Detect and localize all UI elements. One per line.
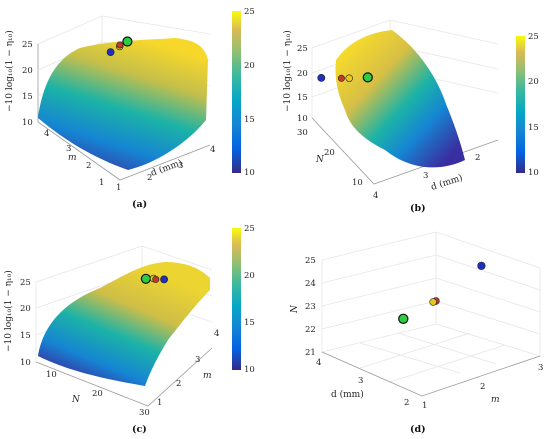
c-marker-blue [160,275,168,284]
a-ylabel: m [68,153,77,163]
a-marker-green [122,36,133,47]
b-ztick-10: 10 [297,114,308,124]
d-ytick-2: 2 [404,398,409,408]
a-zlabel: −10 log₁₀(1 − η₁₀) [4,30,15,112]
c-ytick-3: 3 [195,355,200,365]
b-xtick-3: 3 [423,171,428,181]
a-cbar-10: 10 [244,168,255,178]
a-xtick-2: 2 [147,173,152,183]
d-ztick-24: 24 [305,279,316,289]
c-xtick-30: 30 [139,408,150,418]
b-colorbar [516,36,525,173]
d-xtick-1: 1 [422,401,427,411]
d-xtick-2: 2 [480,382,485,392]
c-marker-red [152,275,160,283]
c-cbar-25: 25 [244,224,255,234]
a-ztick-20: 20 [22,66,33,76]
b-ytick-30-vis: 30 [297,128,308,138]
a-caption: (a) [132,199,147,210]
b-xtick-2: 2 [475,153,480,163]
a-xlabel: d (mm) [149,157,184,179]
a-ztick-15: 15 [22,92,33,102]
a-marker-red [116,41,124,49]
a-xtick-4: 4 [210,145,215,155]
b-marker-yellow [345,74,353,82]
b-cbar-15: 15 [528,123,539,133]
c-colorbar [232,228,241,370]
c-zlabel: −10 log₁₀(1 − η₁₀) [3,270,14,352]
d-point-green [398,313,409,324]
a-xtick-3: 3 [178,161,183,171]
c-ztick-25: 25 [20,278,31,288]
c-xtick-10: 10 [46,370,57,380]
d-xtick-3: 3 [538,363,543,373]
b-cbar-20: 20 [528,77,539,87]
a-ytick-3: 3 [66,144,71,154]
b-marker-red [337,74,345,82]
a-ztick-25: 25 [22,40,33,50]
d-xlabel: m [491,395,500,405]
b-xlabel: d (mm) [430,172,465,193]
d-ytick-4: 4 [316,358,321,368]
c-xlabel: N [71,395,81,405]
a-xtick-1: 1 [116,183,121,193]
c-xtick-20: 20 [92,389,103,399]
b-ztick-20: 20 [297,69,308,79]
b-cbar-10: 10 [528,168,539,178]
c-ytick-4: 4 [214,329,219,339]
surface-b [335,30,465,168]
d-point-blue [477,261,486,270]
b-ztick-25: 25 [297,44,308,54]
c-ytick-2: 2 [176,379,181,389]
a-cbar-25: 25 [244,7,255,17]
d-ztick-22: 22 [305,325,316,335]
c-marker-green [140,273,151,284]
b-marker-blue [317,74,326,82]
d-caption: (d) [410,424,426,435]
b-xtick-4: 4 [373,191,378,201]
b-marker-green [362,72,373,83]
c-ylabel: m [203,371,212,381]
b-ylabel: N [315,155,325,165]
d-ztick-25: 25 [305,256,316,266]
a-ztick-10: 10 [22,118,33,128]
c-ytick-1: 1 [157,398,162,408]
panel-d: 25 24 23 22 21 4 3 2 1 2 3 d (mm) m N (d… [290,231,543,435]
d-zlabel: N [290,304,300,314]
c-caption: (c) [132,424,147,435]
a-colorbar [232,11,241,173]
d-ylabel: d (mm) [331,389,364,400]
d-ztick-21: 21 [305,348,316,358]
a-ytick-2: 2 [86,161,91,171]
d-ztick-23: 23 [305,302,316,312]
a-ytick-1: 1 [99,178,104,188]
c-cbar-10: 10 [244,365,255,375]
panel-a: 25 20 15 10 4 3 2 1 1 2 3 4 d (mm) m −10… [4,7,255,210]
c-ztick-20: 20 [20,304,31,314]
c-cbar-15: 15 [244,318,255,328]
a-ytick-4: 4 [44,129,49,139]
b-ytick-10: 10 [352,178,363,188]
surface-a [38,38,208,170]
c-cbar-20: 20 [244,271,255,281]
b-zlabel: −10 log₁₀(1 − η₁₀) [282,30,293,112]
b-ytick-20: 20 [324,148,335,158]
a-cbar-20: 20 [244,61,255,71]
surface-c [38,262,210,386]
b-cbar-25: 25 [528,32,539,42]
d-point-yellow [429,298,437,306]
c-ztick-10: 10 [20,358,31,368]
b-caption: (b) [410,203,426,214]
panel-b: 25 20 15 10 30 30 20 10 4 3 2 d (mm) N −… [282,19,539,214]
a-marker-blue [106,48,115,56]
panel-c: 25 20 15 10 10 20 30 1 2 3 4 N m −10 log… [3,224,255,435]
b-ztick-15: 15 [297,93,308,103]
a-cbar-15: 15 [244,115,255,125]
c-ztick-15: 15 [20,331,31,341]
d-ytick-3: 3 [358,376,363,386]
